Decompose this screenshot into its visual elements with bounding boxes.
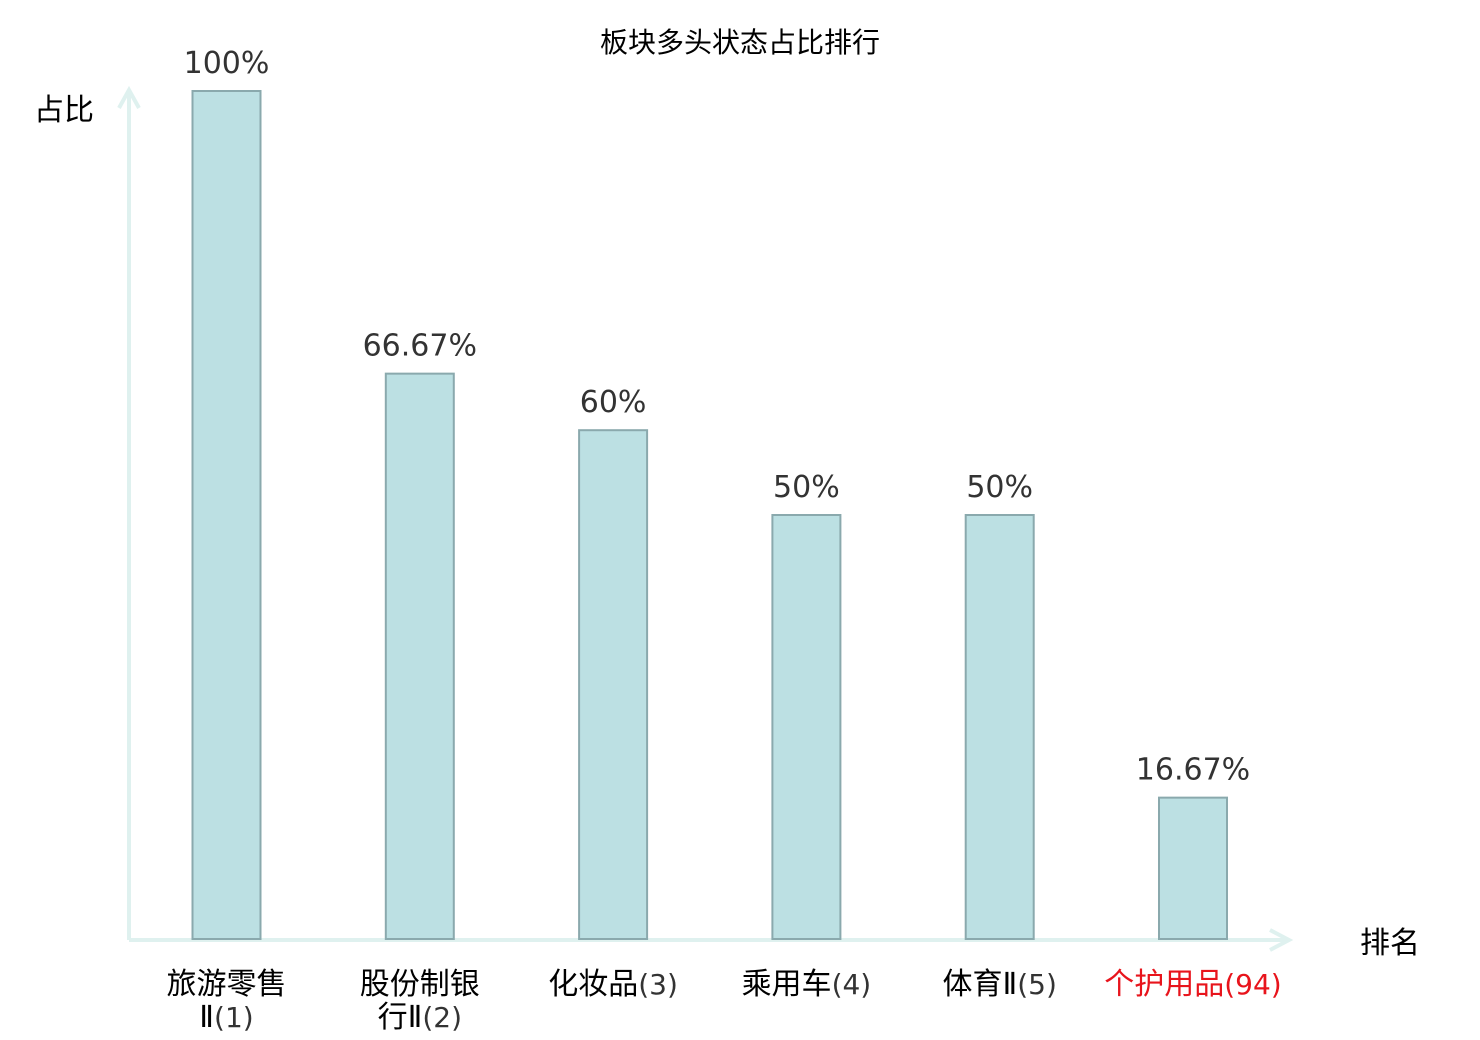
category-name: 化妆品 [548,967,638,1002]
y-axis-arrow-icon [117,85,141,109]
category-rank: (94) [1224,968,1281,1001]
category-name: 行Ⅱ [378,1000,423,1035]
x-tick-label: 体育Ⅱ(5) [942,967,1056,1002]
category-rank: (3) [638,968,678,1001]
bar [384,372,455,940]
x-tick-label: 行Ⅱ(2) [378,1000,462,1035]
category-name: Ⅱ [199,1000,214,1035]
x-tick-label: 股份制银 [360,967,480,1002]
bar [1158,796,1228,941]
data-label: 60% [580,385,647,420]
data-label: 50% [773,470,840,505]
bar [771,514,842,940]
category-name: 体育Ⅱ [942,967,1017,1002]
category-name: 乘用车 [742,967,832,1002]
category-rank: (1) [214,1001,254,1034]
x-axis-arrow-icon [1269,928,1294,952]
bar [578,429,649,940]
data-label: 50% [966,470,1033,505]
category-rank: (2) [422,1001,462,1034]
category-rank: (5) [1017,968,1057,1001]
x-tick-label: 个护用品(94) [1104,967,1281,1002]
category-name: 个护用品 [1104,967,1224,1002]
x-tick-label: Ⅱ(1) [199,1000,253,1035]
data-label: 100% [184,46,270,81]
y-axis-label: 占比 [34,93,94,128]
category-name: 旅游零售 [167,967,287,1002]
category-rank: (4) [832,968,872,1001]
chart-title: 板块多头状态占比排行 [600,26,880,59]
x-tick-label: 化妆品(3) [548,967,678,1002]
x-axis-label: 排名 [1360,926,1420,961]
category-name: 股份制银 [360,967,480,1002]
x-tick-label: 旅游零售 [167,967,287,1002]
x-tick-label: 乘用车(4) [742,967,872,1002]
data-label: 16.67% [1136,753,1250,788]
bar [191,90,262,940]
bar [964,514,1035,940]
data-label: 66.67% [363,329,477,364]
